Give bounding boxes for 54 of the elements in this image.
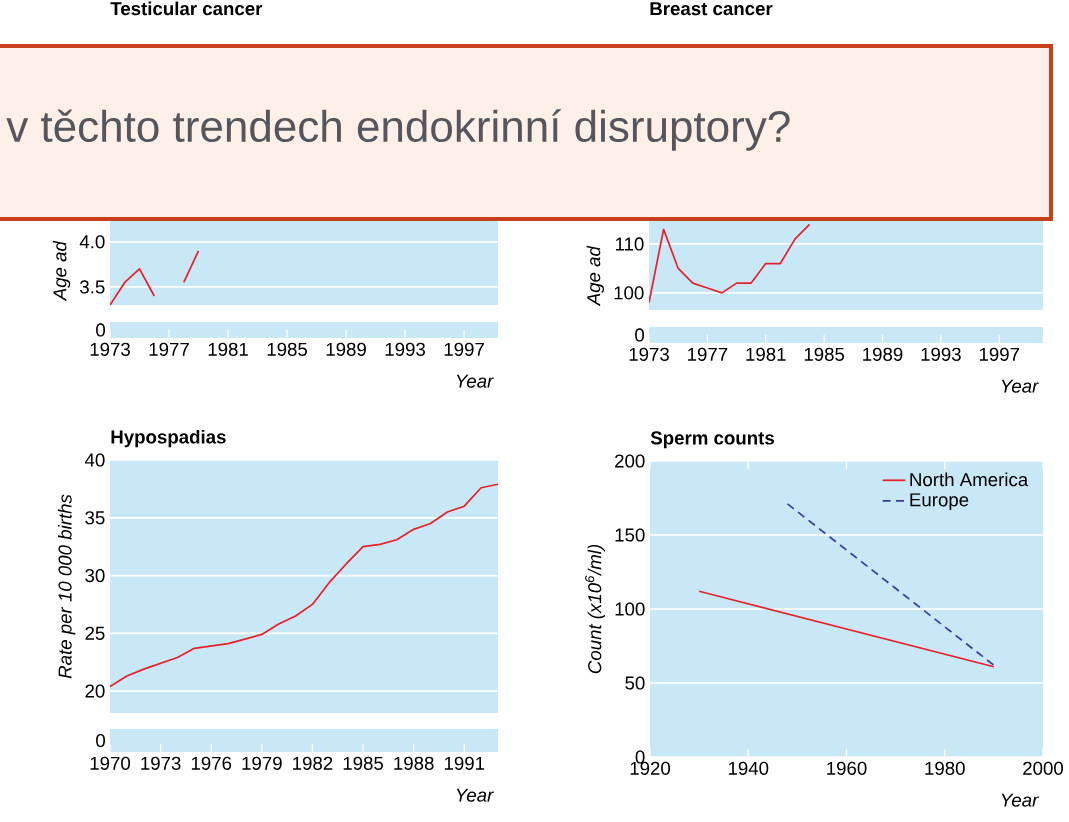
x-tick-label: 1973 [90, 342, 130, 356]
x-tick-label: 1977 [149, 342, 189, 356]
x-tick-label: 1976 [191, 756, 232, 770]
chart-title: Sperm counts [650, 431, 774, 449]
x-tick-label: 1981 [746, 347, 786, 361]
y-tick-label: 35 [85, 511, 105, 525]
y-tick-label: 3.5 [80, 280, 105, 294]
y-tick-label: 20 [85, 684, 105, 698]
y-tick-label: 200 [615, 454, 645, 468]
chart-title: Breast cancer [650, 2, 773, 16]
text: v těchto trendech endokrinní disruptory? [6, 109, 790, 151]
x-tick-label: 1985 [267, 342, 308, 356]
y-tick-label: 150 [615, 528, 645, 542]
x-tick-label: 1997 [979, 347, 1020, 361]
x-tick-label: 1988 [394, 756, 434, 770]
y-axis-title: Count (x10$^{6}$/ml) [585, 544, 605, 674]
x-tick-label: 1997 [444, 342, 484, 356]
y-tick-label: 4.0 [79, 235, 105, 249]
x-tick-label: 1991 [444, 756, 485, 770]
x-tick-label: 1981 [208, 342, 248, 356]
x-axis-title: Year [1001, 793, 1039, 807]
x-axis-title: Year [456, 374, 494, 388]
x-tick-label: 1980 [925, 761, 965, 775]
x-tick-label: 1979 [242, 756, 282, 770]
x-tick-label: 1973 [629, 347, 669, 361]
y-tick-label: 100 [614, 286, 644, 300]
x-tick-label: 1989 [326, 342, 366, 356]
x-tick-label: 2000 [1023, 761, 1064, 775]
chart-title: Hypospadias [111, 429, 226, 448]
x-axis-title: Year [1001, 379, 1039, 393]
y-tick-label: 25 [85, 626, 105, 640]
x-tick-label: 1940 [728, 761, 769, 775]
x-tick-label: 1985 [804, 347, 845, 361]
legend-label: Europe [910, 493, 969, 511]
y-axis-title: Rate per 10 000 births [57, 494, 76, 679]
x-tick-label: 1982 [293, 756, 333, 770]
x-tick-label: 1970 [90, 756, 131, 770]
x-tick-label: 1993 [921, 347, 961, 361]
x-tick-label: 1985 [343, 756, 384, 770]
x-tick-label: 1989 [863, 347, 903, 361]
y-tick-label: 110 [615, 237, 644, 251]
y-tick-label: 100 [615, 602, 645, 616]
y-tick-label: 50 [625, 676, 645, 690]
x-tick-label: 1960 [827, 761, 867, 775]
legend-label: North America [910, 472, 1029, 487]
y-axis-title: Age ad [586, 245, 604, 307]
x-tick-label: 1973 [141, 756, 181, 770]
y-axis-title: Age ad [52, 240, 71, 302]
y-tick-label: 30 [85, 568, 105, 583]
x-tick-label: 1977 [688, 347, 728, 361]
y-tick-label: 40 [84, 453, 105, 467]
chart-title: Testicular cancer [110, 1, 263, 16]
x-tick-label: 1993 [385, 342, 425, 356]
x-axis-title: Year [456, 788, 494, 802]
